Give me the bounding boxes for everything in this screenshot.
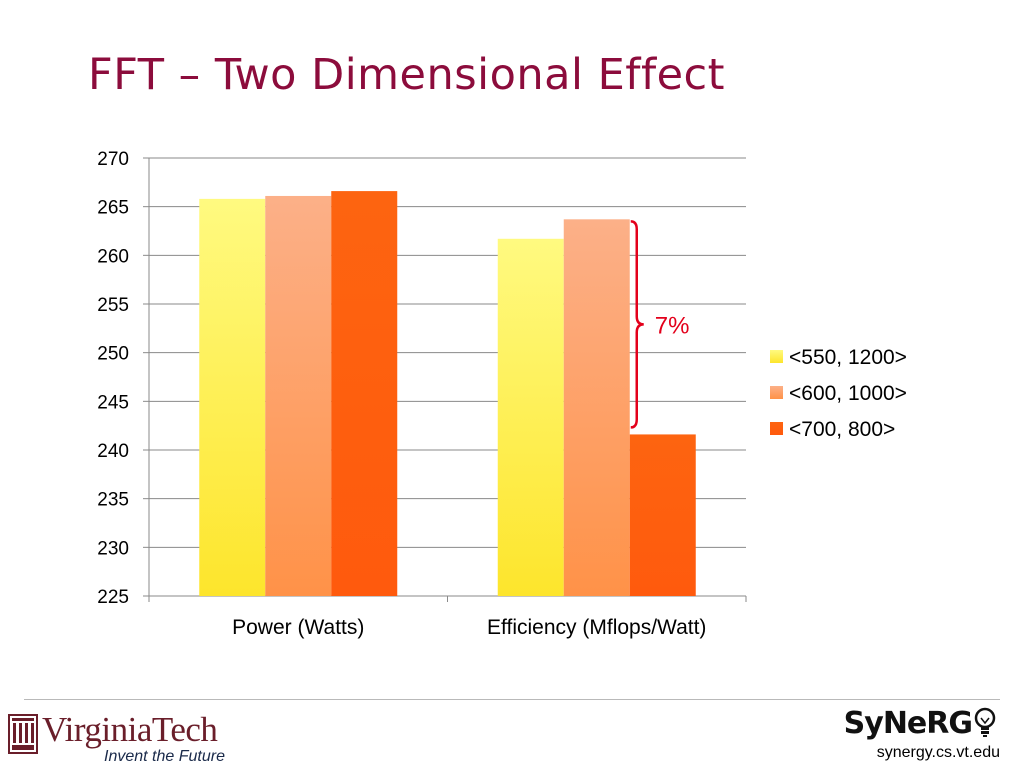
legend-label: <700, 800> — [789, 418, 895, 441]
vt-shield-icon — [8, 714, 38, 754]
footer-divider — [24, 699, 1000, 700]
lightbulb-icon — [974, 707, 996, 737]
x-category-label: Power (Watts) — [232, 616, 364, 639]
y-tick-label: 245 — [97, 392, 129, 413]
legend-swatch — [770, 350, 783, 363]
legend: <550, 1200> <600, 1000> <700, 800> — [770, 346, 907, 441]
y-tick-label: 250 — [97, 344, 129, 365]
legend-swatch — [770, 422, 783, 435]
vt-logo-name: VirginiaTech — [42, 710, 218, 749]
bars — [199, 191, 696, 597]
bar — [265, 195, 332, 596]
y-tick-label: 270 — [97, 149, 129, 170]
annotation-bracket — [630, 220, 644, 429]
y-tick-label: 225 — [97, 587, 129, 608]
legend-label: <550, 1200> — [789, 346, 907, 369]
y-tick-label: 235 — [97, 490, 129, 511]
x-category-label: Efficiency (Mflops/Watt) — [487, 616, 706, 639]
legend-label: <600, 1000> — [789, 382, 907, 405]
synergy-logo-name: SyNeRG — [843, 705, 973, 741]
y-tick-label: 265 — [97, 198, 129, 219]
bar-chart: 225 230 235 240 245 250 255 260 265 270 Power (Wa… — [97, 149, 907, 639]
bar — [497, 238, 564, 596]
bar — [199, 198, 266, 596]
slide-title: FFT – Two Dimensional Effect — [88, 50, 726, 100]
y-tick-label: 255 — [97, 295, 129, 316]
legend-swatch — [770, 386, 783, 399]
synergy-logo: SyNeRG — [844, 703, 996, 743]
annotation-label: 7% — [655, 312, 690, 339]
vt-logo-tagline: Invent the Future — [104, 748, 225, 765]
bar — [629, 434, 696, 596]
y-tick-label: 260 — [97, 246, 129, 267]
y-tick-label: 230 — [97, 538, 129, 559]
y-axis-ticks: 225 230 235 240 245 250 255 260 265 270 — [97, 149, 747, 608]
y-tick-label: 240 — [97, 441, 129, 462]
x-axis-labels: Power (Watts) Efficiency (Mflops/Watt) — [232, 616, 706, 639]
synergy-url: synergy.cs.vt.edu — [876, 744, 1000, 761]
bar — [563, 219, 630, 596]
virginia-tech-logo: VirginiaTech Invent the Future — [8, 710, 248, 766]
annotation: 7% — [630, 220, 690, 429]
bar — [331, 191, 398, 597]
